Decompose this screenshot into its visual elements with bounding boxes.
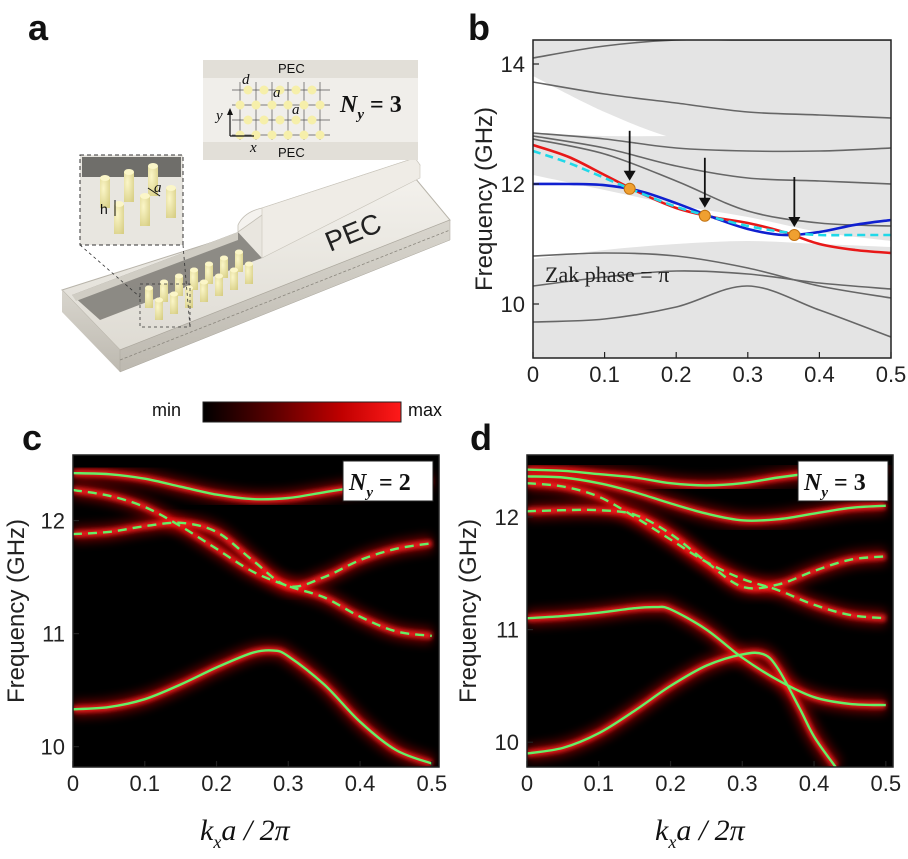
chart-c-xtick-label: 0.3: [273, 771, 304, 796]
spacing-d-label: d: [242, 72, 250, 88]
chart-b-bulk-band-region: [533, 241, 891, 358]
panel-label-a: a: [28, 7, 49, 48]
chart-b-ytick-label: 12: [501, 172, 525, 197]
colorbar: [202, 401, 402, 423]
panel-label-c: c: [22, 417, 42, 458]
chart-c-xtick-label: 0: [67, 771, 79, 796]
chart-d-xtick-label: 0.2: [655, 771, 686, 796]
chart-b-bulk-band-line: [533, 40, 891, 59]
chart-d-ylabel: Frequency (GHz): [455, 519, 482, 703]
chart-d-xtick-label: 0: [521, 771, 533, 796]
chart-d-band-solid: [527, 651, 837, 767]
chart-b-marker-arrowhead: [623, 170, 636, 181]
chart-c-title-box: [342, 460, 434, 502]
pec-top-label: PEC: [278, 61, 305, 76]
waveguide-slab-front: [119, 219, 451, 373]
chart-d-xtick-label: 0.5: [871, 771, 902, 796]
chart-b-xtick-label: 0.1: [589, 362, 620, 387]
chart-b-bulk-band-line: [533, 135, 891, 185]
chart-b-edge-state-cyan: [533, 149, 891, 237]
panel-label-b: b: [468, 7, 490, 48]
panel-label-d: d: [470, 417, 492, 458]
chart-b-bulk-band-line: [533, 270, 891, 290]
chart-c-title: Ny = 2: [348, 470, 411, 501]
chart-d-frame: [526, 454, 894, 768]
chart-c-xtick-label: 0.4: [345, 771, 376, 796]
zoom-pillars: [100, 163, 176, 234]
axis-x-label: x: [249, 140, 257, 156]
chart-b-crossing-point: [788, 229, 801, 241]
chart-b-marker-arrowhead: [788, 217, 801, 227]
chart-d-band-solid: [527, 605, 886, 707]
spacing-a2-label: a: [292, 102, 300, 118]
chart-b: 0 0.1 0.2 0.3 0.4 0.5 10 12 14 Zak phase = π Fre…: [471, 39, 907, 387]
chart-c-xtick-label: 0.1: [129, 771, 160, 796]
chart-b-crossing-point: [623, 182, 636, 195]
waveguide-channel: [72, 232, 262, 320]
chart-b-marker-arrowhead: [698, 197, 711, 208]
chart-c-xtick-label: 0.5: [417, 771, 448, 796]
chart-b-bulk-band-region: [533, 40, 891, 160]
chart-c-band-dashed: [73, 488, 432, 638]
chart-b-bulk-band-line: [533, 132, 891, 153]
chart-d-ytick-label: 11: [496, 618, 519, 643]
chart-d-ytick-label: 10: [495, 730, 519, 755]
chart-c-band-dashed: [73, 521, 432, 588]
colorbar-min-label: min: [152, 400, 181, 420]
chart-c-frame: [72, 454, 440, 768]
schematic-panel-a: PEC h a PEC PEC: [61, 60, 451, 373]
chart-b-bulk-band-line: [533, 138, 891, 227]
chart-d-title: Ny = 3: [803, 470, 866, 501]
chart-d-xtick-label: 0.3: [727, 771, 758, 796]
chart-b-ytick-label: 14: [501, 52, 525, 77]
chart-b-xtick-label: 0.3: [733, 362, 764, 387]
inset-lattice-label: a: [154, 180, 162, 196]
chart-d-title-box: [797, 460, 889, 502]
chart-d-xlabel: kxa / 2π: [655, 814, 746, 852]
chart-d-xtick-label: 0.4: [799, 771, 830, 796]
chart-b-xtick-label: 0.4: [804, 362, 835, 387]
chart-d-band-dashed: [527, 482, 886, 620]
pec-bottom-label: PEC: [278, 145, 305, 160]
chart-c-ytick-label: 10: [41, 735, 65, 760]
chart-b-bulk-band-line: [533, 285, 891, 338]
zak-phase-annotation: Zak phase = π: [545, 262, 669, 287]
chart-b-ylabel: Frequency (GHz): [471, 107, 498, 291]
pillar-array: [145, 249, 253, 320]
chart-b-bulk-band-line: [533, 252, 891, 299]
chart-b-edge-state-blue: [533, 182, 891, 237]
chart-d-band-dashed: [527, 508, 886, 590]
chart-c: 0 0.1 0.2 0.3 0.4 0.5 10 11 12 Ny = 2 Frequency …: [3, 454, 448, 852]
waveguide-slab-left: [62, 290, 120, 372]
chart-c-xlabel: kxa / 2π: [200, 814, 291, 852]
chart-b-xtick-label: 0.5: [876, 362, 907, 387]
chart-b-xtick-label: 0: [527, 362, 539, 387]
chart-b-bulk-band-line: [533, 81, 891, 119]
ny-label: Ny = 3: [339, 92, 402, 123]
chart-c-band-solid: [73, 649, 433, 765]
chart-c-ytick-label: 12: [41, 509, 65, 534]
chart-d-band-solid: [527, 475, 886, 522]
chart-c-ylabel: Frequency (GHz): [3, 519, 30, 703]
lattice-dots: [235, 85, 325, 140]
chart-b-xtick-label: 0.2: [661, 362, 692, 387]
chart-d-xtick-label: 0.1: [583, 771, 614, 796]
colorbar-max-label: max: [408, 400, 442, 420]
chart-b-crossing-point: [698, 209, 711, 222]
chart-c-xtick-label: 0.2: [201, 771, 232, 796]
chart-c-ytick-label: 11: [42, 622, 65, 647]
chart-b-ytick-label: 10: [501, 292, 525, 317]
chart-b-frame: [532, 39, 892, 359]
spacing-a-label: a: [273, 85, 281, 101]
pillar-height-label: h: [100, 201, 108, 217]
chart-d-ytick-label: 12: [495, 505, 519, 530]
axis-y-label: y: [214, 108, 223, 124]
chart-d: 0 0.1 0.2 0.3 0.4 0.5 10 11 12 Ny = 3 Frequency …: [455, 454, 902, 852]
